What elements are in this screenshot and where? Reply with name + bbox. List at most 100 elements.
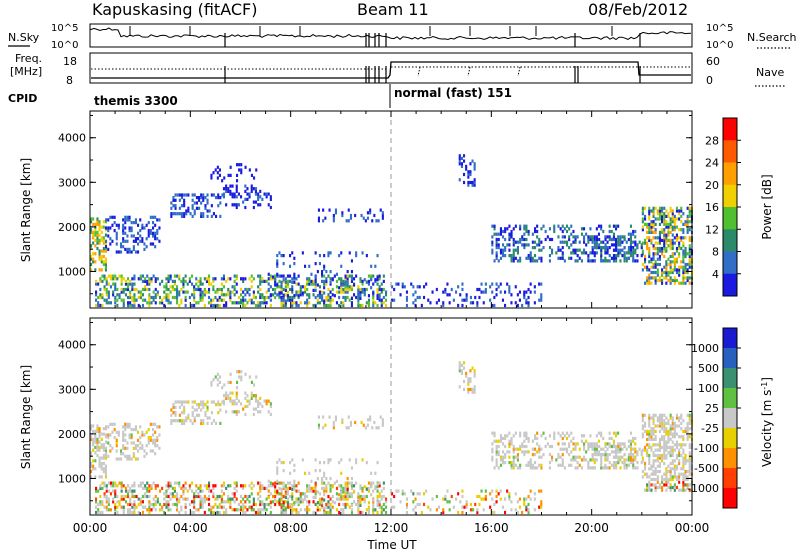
velocity-cell [652,464,655,468]
velocity-cell [128,425,131,429]
velocity-cell [372,510,375,515]
power-cell [561,240,564,244]
power-cell [495,243,498,247]
velocity-cell [147,428,150,432]
power-cell [152,298,155,302]
power-cell [308,295,311,300]
velocity-cell [261,404,264,408]
velocity-cell [124,428,127,432]
velocity-cell [669,477,672,482]
power-cell [612,259,615,263]
velocity-cell [233,500,236,504]
velocity-cell [259,494,262,499]
power-cell [104,262,107,267]
velocity-cell [473,385,476,389]
velocity-cell [291,458,294,462]
velocity-cell [504,436,507,441]
power-cell [510,259,513,263]
velocity-cell [583,458,586,462]
velocity-cell [133,484,136,488]
velocity-cell [623,442,626,446]
velocity-cell [178,484,181,488]
velocity-cell [606,442,609,446]
velocity-cell [240,375,243,379]
power-cell [329,298,332,302]
velocity-cell [127,510,130,515]
power-cell [101,274,104,278]
power-cell [412,301,415,305]
velocity-cell [122,494,125,499]
velocity-cell [650,448,653,452]
power-cell [131,285,134,289]
power-cell [478,287,481,292]
power-cell [112,293,115,297]
power-cell [646,244,649,248]
velocity-cell [116,500,119,504]
velocity-cell [650,445,653,449]
velocity-cell [405,510,408,515]
power-cell [374,264,377,268]
power-cell [222,274,225,278]
power-cell [654,228,657,232]
power-cell [235,282,238,286]
power-cell [435,301,438,305]
velocity-cell [225,500,228,504]
velocity-cell [94,445,97,449]
power-cell [141,293,144,297]
velocity-cell [561,461,564,465]
velocity-cell [156,436,159,440]
power-cell [94,268,97,272]
power-cell [98,220,101,224]
power-cell [650,222,653,226]
power-cell [173,282,176,286]
power-cell [284,299,287,303]
power-cell [99,277,102,281]
velocity-cell [335,486,338,490]
velocity-cell [538,450,541,454]
power-cell [148,287,151,292]
power-cell [534,227,537,231]
velocity-cell [648,483,651,487]
velocity-cell [122,433,125,437]
velocity-cell [350,510,353,515]
velocity-cell [133,510,136,515]
power-data-cells [90,154,693,308]
power-cell [580,232,583,236]
power-cell [529,251,532,255]
velocity-cell [418,502,421,507]
velocity-cell [673,427,676,431]
velocity-cell [244,396,247,400]
power-cell [325,279,328,283]
colorbar-tick-label: 20 [705,179,719,192]
velocity-cell [583,455,586,459]
velocity-cell [169,484,172,488]
velocity-cell [361,489,364,493]
power-cell [176,293,179,297]
velocity-cell [648,416,651,420]
velocity-cell [516,458,519,462]
power-cell [248,298,251,302]
power-cell [240,195,243,199]
velocity-cell [263,505,266,509]
velocity-cell [235,394,238,398]
power-cell [587,256,590,260]
velocity-cell [242,486,245,490]
velocity-cell [347,426,350,430]
velocity-cell [455,497,458,501]
power-cell [491,303,494,308]
velocity-cell [650,416,653,420]
power-cell [98,225,101,229]
velocity-cell [491,489,494,493]
velocity-cell [263,508,266,512]
power-cell [97,303,100,308]
power-cell [559,240,562,244]
power-cell [625,240,628,244]
power-cell [104,228,107,232]
power-cell [103,277,106,281]
power-cell [242,277,245,281]
power-cell [361,290,364,294]
velocity-cell [215,421,218,425]
power-cell [376,287,379,292]
velocity-cell [629,455,632,459]
power-cell [510,301,513,305]
